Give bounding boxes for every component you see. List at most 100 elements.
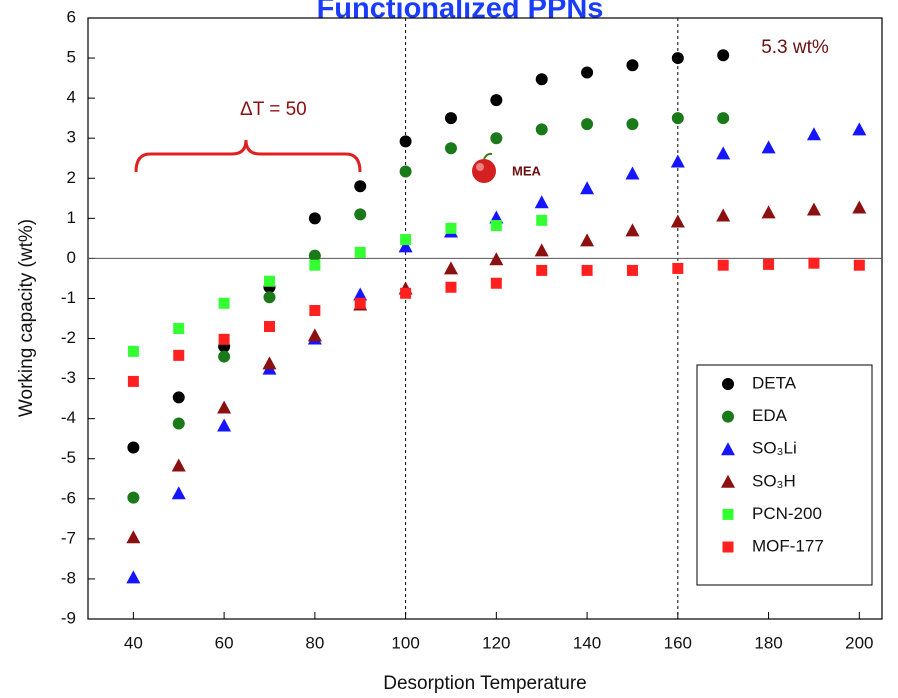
x-tick-label: 120 (482, 633, 510, 652)
point (171, 486, 186, 500)
y-axis-label: Working capacity (wt%) (16, 219, 37, 417)
point (307, 328, 322, 342)
legend-label: SO₃Li (752, 439, 797, 458)
y-tick-label: 3 (67, 128, 76, 147)
y-tick-label: -9 (61, 608, 76, 627)
point (536, 264, 548, 276)
point (263, 291, 276, 304)
legend-marker (722, 410, 734, 423)
legend-marker (722, 541, 734, 553)
point (625, 166, 640, 180)
point (717, 259, 729, 271)
y-tick-label: 0 (67, 248, 76, 267)
point (490, 94, 503, 107)
point (218, 333, 230, 345)
point (625, 223, 640, 237)
point (218, 350, 231, 363)
annotation: MEA (512, 163, 542, 178)
point (626, 264, 638, 276)
x-tick-label: 200 (845, 633, 873, 652)
point (716, 146, 731, 160)
chart-title: Functionalized PPNs (317, 0, 604, 25)
point (444, 142, 457, 155)
point (444, 112, 457, 125)
point (399, 135, 412, 148)
annotation: ΔT = 50 (240, 99, 307, 120)
y-tick-label: 2 (67, 168, 76, 187)
point (489, 252, 504, 266)
y-tick-label: 4 (67, 88, 76, 107)
point (535, 123, 548, 136)
legend-label: SO₃H (752, 471, 796, 490)
y-tick-label: -1 (61, 288, 76, 307)
point (173, 323, 185, 335)
point (354, 208, 367, 221)
point (308, 249, 321, 262)
point (717, 49, 730, 62)
point (490, 277, 502, 289)
point (761, 140, 776, 154)
point (671, 52, 684, 65)
point (400, 234, 412, 246)
legend-label: DETA (752, 373, 797, 392)
x-tick-label: 140 (573, 633, 601, 652)
point (626, 118, 639, 131)
y-tick-label: 5 (67, 48, 76, 67)
point (308, 212, 321, 225)
y-tick-label: 1 (67, 208, 76, 227)
x-tick-label: 180 (754, 633, 782, 652)
x-tick-label: 100 (391, 633, 419, 652)
legend-marker (721, 474, 735, 488)
y-tick-label: -6 (61, 488, 76, 507)
point (581, 264, 593, 276)
legend-marker (722, 508, 734, 520)
plot-frame (87, 17, 883, 620)
point (672, 262, 684, 274)
y-tick-label: -8 (61, 568, 76, 587)
point (399, 165, 412, 178)
point (445, 281, 457, 293)
point (126, 570, 141, 584)
point (262, 356, 277, 370)
point (534, 243, 549, 257)
point (581, 118, 594, 131)
point (670, 214, 685, 228)
point (534, 195, 549, 209)
apple-icon (472, 152, 496, 183)
point (535, 73, 548, 86)
point (171, 458, 186, 472)
point (671, 112, 684, 125)
y-tick-label: -5 (61, 448, 76, 467)
point (353, 287, 368, 301)
point (400, 287, 412, 299)
point (445, 222, 457, 234)
point (309, 304, 321, 316)
point (852, 122, 867, 136)
point (670, 154, 685, 168)
y-tick-label: -3 (61, 368, 76, 387)
point (761, 205, 776, 219)
point (806, 202, 821, 216)
point (716, 208, 731, 222)
point (127, 345, 139, 357)
legend-label: MOF-177 (752, 536, 824, 555)
y-tick-label: 6 (67, 7, 76, 26)
legend-label: PCN-200 (752, 504, 822, 523)
x-axis-label: Desorption Temperature (383, 673, 586, 694)
point (852, 200, 867, 214)
y-tick-label: -7 (61, 528, 76, 547)
point (217, 400, 232, 414)
point (354, 180, 367, 193)
legend-marker (722, 378, 734, 390)
point (490, 132, 503, 145)
brace (134, 139, 362, 173)
y-tick-label: -2 (61, 328, 76, 347)
point (172, 417, 185, 430)
point (853, 259, 865, 271)
point (218, 297, 230, 309)
point (126, 530, 141, 544)
point (127, 491, 140, 504)
point (808, 257, 820, 269)
point (127, 441, 140, 454)
